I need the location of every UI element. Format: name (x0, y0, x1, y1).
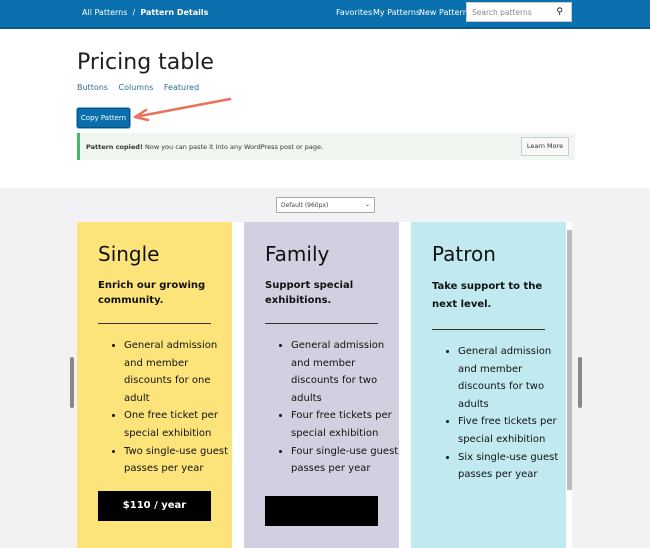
preview-scrollbar[interactable] (567, 230, 572, 490)
pricing-column-single: Single Enrich our growing community. Gen… (77, 222, 232, 548)
list-item: Two single-use guest passes per year (124, 443, 238, 478)
plan-subtitle: Support special exhibitions. (265, 280, 354, 306)
search-input[interactable]: Search patterns ⚲ (466, 2, 572, 22)
price-button[interactable] (265, 495, 378, 526)
top-bar: All Patterns / Pattern Details Favorites… (0, 0, 650, 29)
nav-my-patterns[interactable]: My Patterns (373, 8, 421, 17)
viewport-width-select[interactable]: Default (960px) ⌄ (276, 197, 375, 213)
breadcrumb: All Patterns / Pattern Details (82, 8, 208, 17)
copied-notice: Pattern copied! Now you can paste it int… (77, 133, 575, 160)
pricing-column-patron: Patron Take support to the next level. G… (411, 222, 566, 548)
price-button[interactable]: $110 / year (98, 490, 211, 521)
nav-favorites[interactable]: Favorites (336, 8, 373, 17)
plan-subtitle: Take support to the next level. (432, 281, 543, 310)
notice-text: Now you can paste it into any WordPress … (142, 143, 324, 151)
page-title: Pricing table (77, 50, 214, 75)
divider (265, 323, 378, 324)
divider (98, 323, 211, 324)
tag-buttons[interactable]: Buttons (77, 83, 108, 92)
select-value: Default (960px) (281, 202, 329, 209)
plan-title: Single (98, 242, 160, 266)
copy-pattern-button[interactable]: Copy Pattern (77, 108, 130, 128)
breadcrumb-current: Pattern Details (140, 8, 209, 17)
pricing-column-family: Family Support special exhibitions. Gene… (244, 222, 399, 548)
list-item: Six single-use guest passes per year (458, 449, 572, 484)
list-item: General admission and member discounts f… (291, 337, 405, 407)
tag-columns[interactable]: Columns (118, 83, 154, 92)
notice-strong: Pattern copied! (86, 143, 143, 151)
plan-subtitle: Enrich our growing community. (98, 280, 206, 306)
resize-handle-right[interactable] (578, 357, 582, 408)
preview-area: Default (960px) ⌄ Single Enrich our growi… (0, 188, 650, 548)
search-placeholder: Search patterns (472, 8, 532, 17)
list-item: Four free tickets per special exhibition (291, 407, 405, 442)
divider (432, 329, 545, 330)
list-item: Four single-use guest passes per year (291, 443, 405, 478)
breadcrumb-all-patterns[interactable]: All Patterns (82, 8, 128, 17)
learn-more-button[interactable]: Learn More (521, 137, 569, 156)
plan-title: Patron (432, 242, 496, 266)
preview-frame: Single Enrich our growing community. Gen… (77, 222, 572, 548)
chevron-down-icon: ⌄ (364, 201, 370, 208)
list-item: General admission and member discounts f… (124, 337, 238, 407)
list-item: General admission and member discounts f… (458, 343, 572, 413)
search-icon[interactable]: ⚲ (556, 7, 563, 17)
nav-new-pattern[interactable]: New Pattern (419, 8, 468, 17)
list-item: Five free tickets per special exhibition (458, 413, 572, 448)
list-item: One free ticket per special exhibition (124, 407, 238, 442)
feature-list: General admission and member discounts f… (265, 337, 405, 478)
tag-featured[interactable]: Featured (163, 83, 200, 92)
feature-list: General admission and member discounts f… (98, 337, 238, 478)
plan-title: Family (265, 242, 330, 266)
breadcrumb-separator: / (132, 8, 136, 17)
feature-list: General admission and member discounts f… (432, 343, 572, 484)
category-tags: Buttons Columns Featured (77, 83, 207, 92)
resize-handle-left[interactable] (70, 357, 74, 408)
